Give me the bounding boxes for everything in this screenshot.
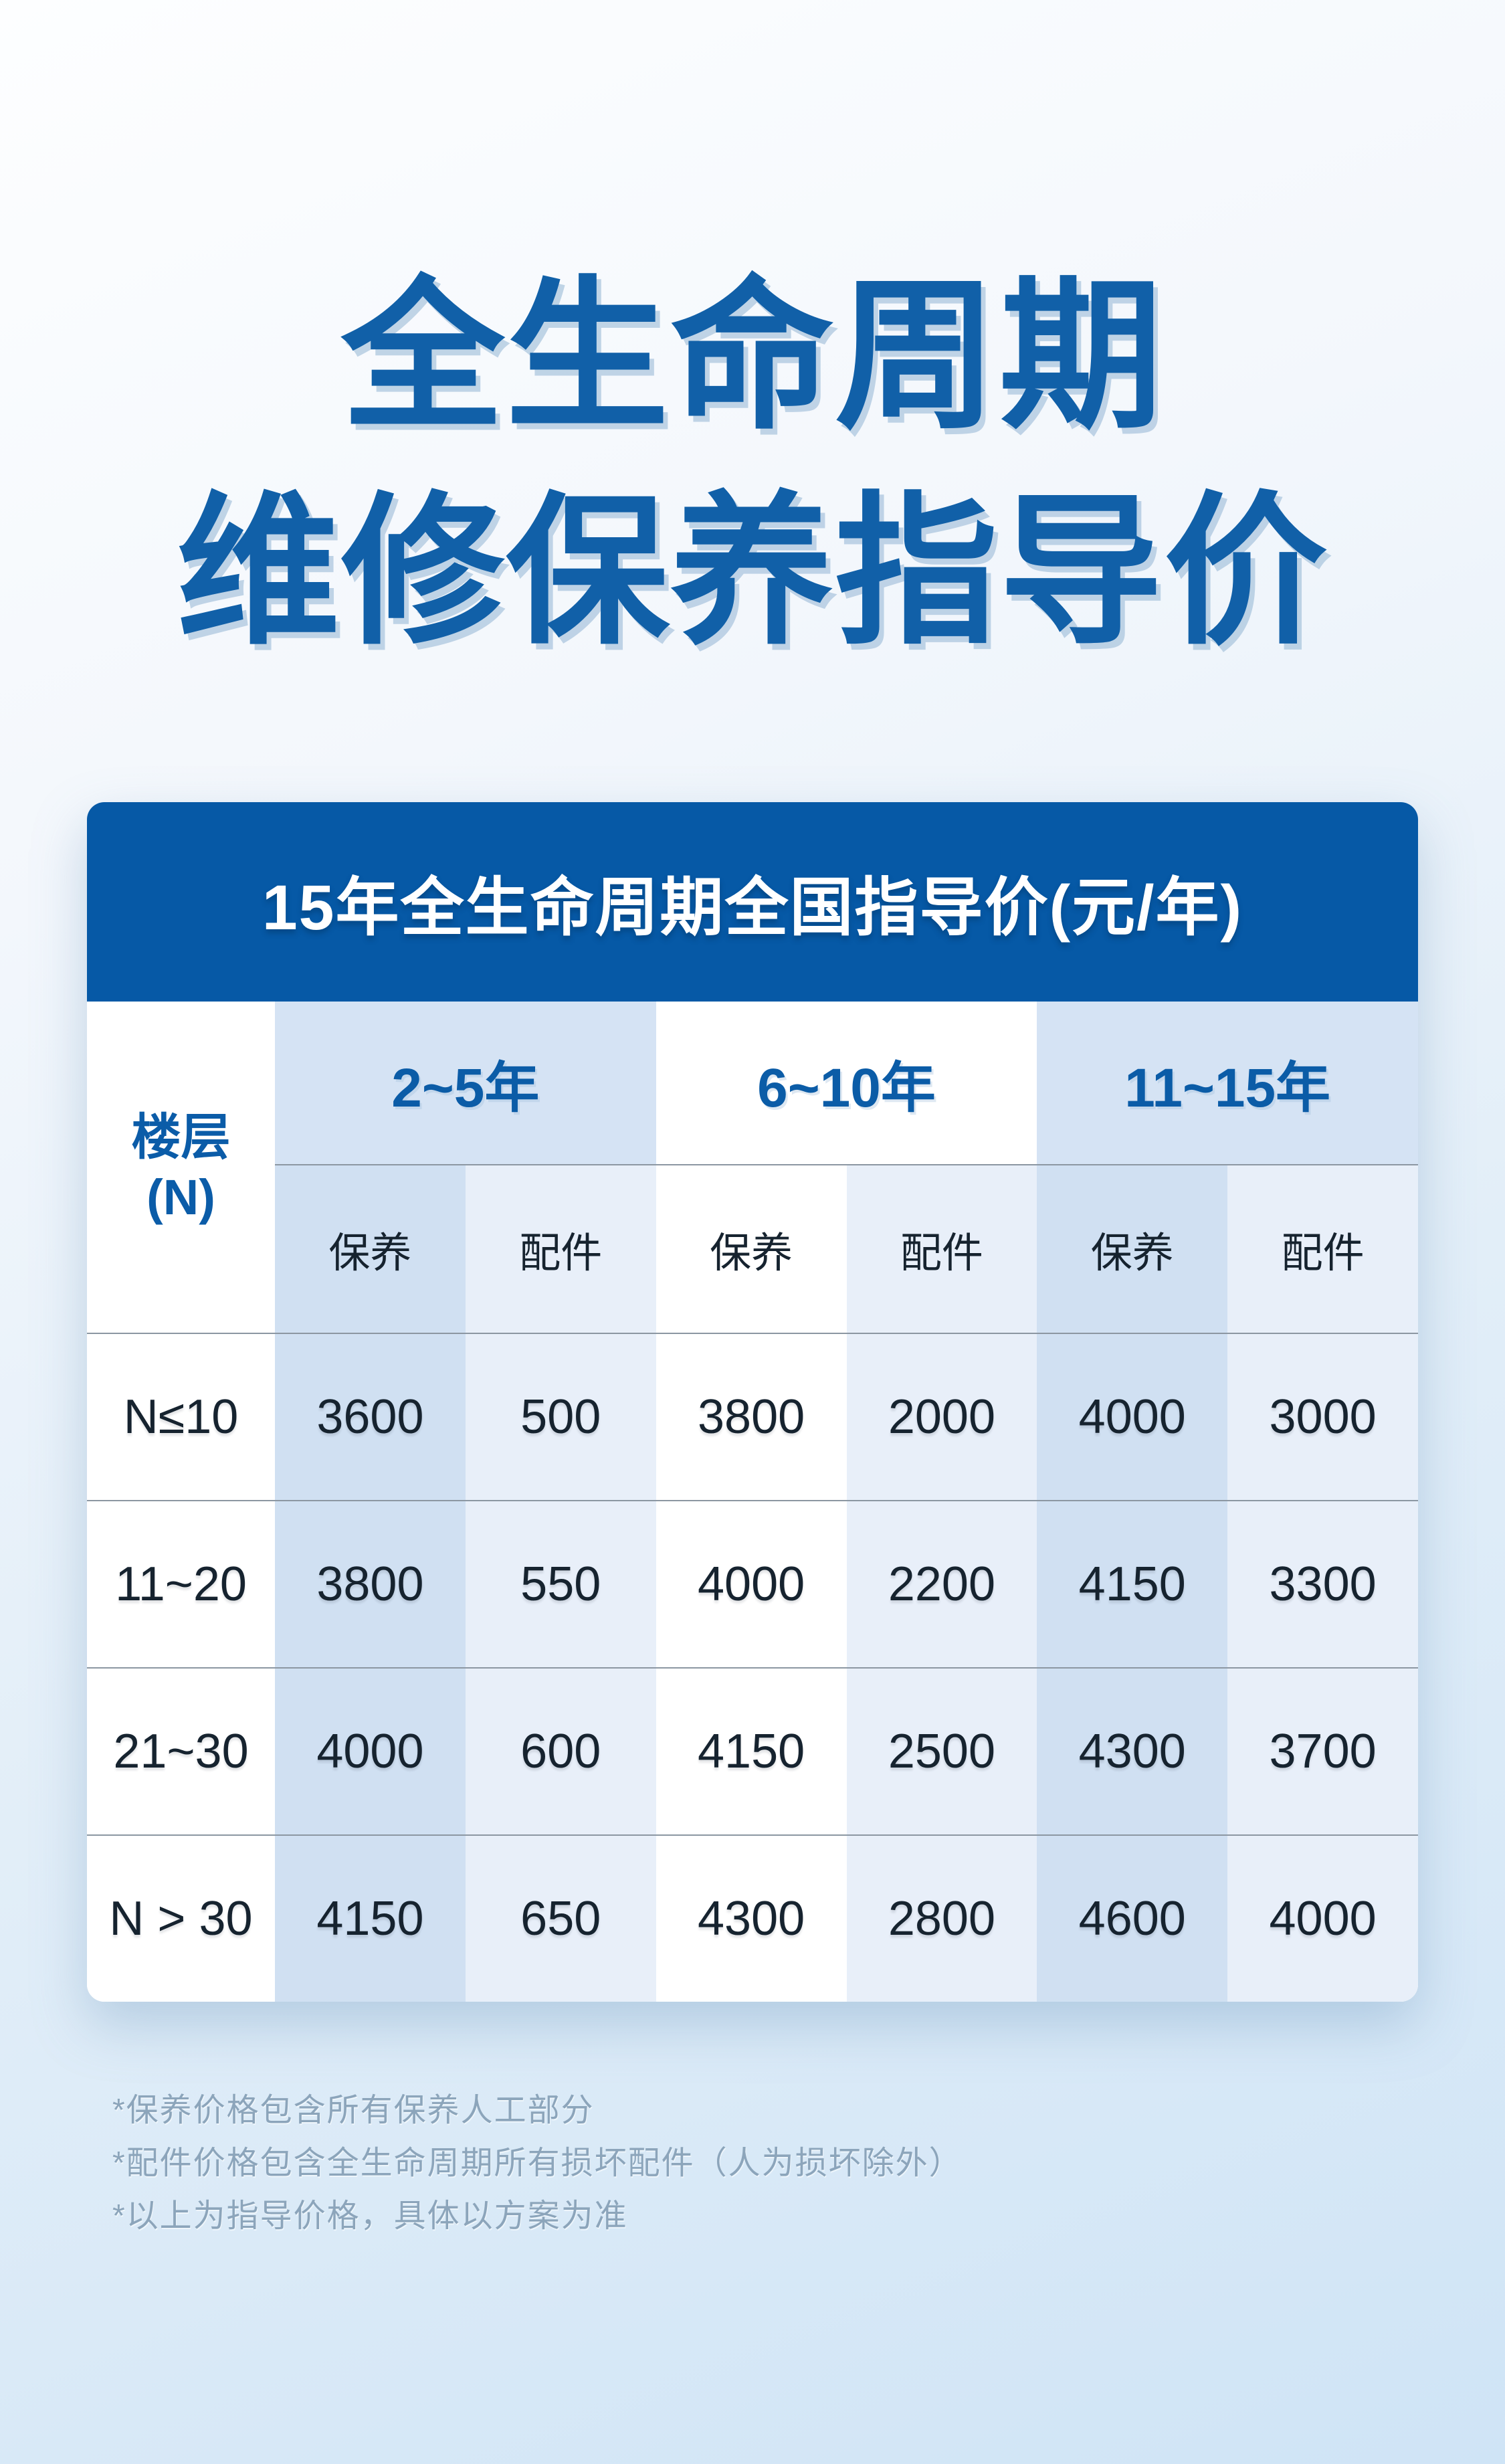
price-value: 4150 <box>1078 1557 1186 1611</box>
table-cell: 2500 <box>846 1667 1037 1834</box>
footnote-parts: *配件价格包含全生命周期所有损坏配件（人为损坏除外） <box>112 2146 963 2181</box>
table-cell: 600 <box>465 1667 656 1834</box>
price-value: 500 <box>520 1390 601 1444</box>
price-value: 4150 <box>316 1892 424 1946</box>
price-value: 4300 <box>697 1892 805 1946</box>
subheader-parts-3: 配件 <box>1227 1165 1418 1333</box>
subheader-maintenance-3: 保养 <box>1037 1165 1228 1333</box>
table-cell: 4300 <box>656 1834 847 2002</box>
price-value: 4000 <box>697 1557 805 1611</box>
price-value: 650 <box>520 1892 601 1946</box>
table-cell: 4000 <box>275 1667 466 1834</box>
col-group-11-15-years: 11~15年 <box>1037 1002 1418 1165</box>
table-cell: 4150 <box>1037 1500 1228 1667</box>
col-group-label: 6~10年 <box>757 1058 936 1119</box>
price-table: 楼层 (N) 2~5年 6~10年 11~15年 保养 配件 保养 配件 保养 … <box>87 1002 1418 2002</box>
subheader-label: 保养 <box>328 1230 412 1276</box>
table-cell: 4150 <box>275 1834 466 2002</box>
table-cell: 3800 <box>275 1500 466 1667</box>
price-value: 3000 <box>1269 1390 1377 1444</box>
card-header-title: 15年全生命周期全国指导价(元/年) <box>262 872 1243 943</box>
table-cell: 4600 <box>1037 1834 1228 2002</box>
price-value: 2200 <box>888 1557 995 1611</box>
subheader-label: 配件 <box>519 1230 603 1276</box>
subheader-parts-2: 配件 <box>846 1165 1037 1333</box>
table-cell: 4000 <box>1037 1333 1228 1500</box>
col-group-label: 2~5年 <box>391 1058 540 1119</box>
table-cell: 4300 <box>1037 1667 1228 1834</box>
price-value: 550 <box>520 1557 601 1611</box>
poster-title-line2: 维修保养指导价 <box>177 480 1328 663</box>
subheader-maintenance-1: 保养 <box>275 1165 466 1333</box>
table-cell: 2200 <box>846 1500 1037 1667</box>
subheader-label: 保养 <box>710 1230 793 1276</box>
table-cell: 4150 <box>656 1667 847 1834</box>
table-cell: 4000 <box>656 1500 847 1667</box>
price-value: 2500 <box>888 1725 995 1778</box>
subheader-parts-1: 配件 <box>465 1165 656 1333</box>
col-group-2-5-years: 2~5年 <box>275 1002 656 1165</box>
floor-header-unit: (N) <box>146 1169 215 1225</box>
price-value: 600 <box>520 1725 601 1778</box>
price-value: 4600 <box>1078 1892 1186 1946</box>
subheader-label: 保养 <box>1090 1230 1174 1276</box>
table-cell: 4000 <box>1227 1834 1418 2002</box>
floor-range: 21~30 <box>113 1725 249 1778</box>
table-cell: 3000 <box>1227 1333 1418 1500</box>
floor-header-label: 楼层 <box>131 1109 231 1165</box>
table-cell: 3700 <box>1227 1667 1418 1834</box>
price-value: 2000 <box>888 1390 995 1444</box>
table-cell: 2800 <box>846 1834 1037 2002</box>
price-value: 3800 <box>697 1390 805 1444</box>
price-card: 15年全生命周期全国指导价(元/年) 楼层 (N) 2~5年 6~10年 11~… <box>87 802 1418 2002</box>
row-floor-label: N > 30 <box>87 1834 275 2002</box>
price-value: 3600 <box>316 1390 424 1444</box>
col-group-label: 11~15年 <box>1124 1058 1331 1119</box>
col-group-6-10-years: 6~10年 <box>656 1002 1037 1165</box>
subheader-label: 配件 <box>1281 1230 1365 1276</box>
subheader-maintenance-2: 保养 <box>656 1165 847 1333</box>
table-cell: 650 <box>465 1834 656 2002</box>
row-floor-label: 11~20 <box>87 1500 275 1667</box>
table-cell: 3300 <box>1227 1500 1418 1667</box>
card-header: 15年全生命周期全国指导价(元/年) <box>87 802 1418 1002</box>
price-value: 3300 <box>1269 1557 1377 1611</box>
table-cell: 3800 <box>656 1333 847 1500</box>
price-value: 2800 <box>888 1892 995 1946</box>
table-cell: 550 <box>465 1500 656 1667</box>
row-floor-label: N≤10 <box>87 1333 275 1500</box>
table-cell: 500 <box>465 1333 656 1500</box>
price-value: 4000 <box>1269 1892 1377 1946</box>
row-floor-label: 21~30 <box>87 1667 275 1834</box>
floor-header-cell: 楼层 (N) <box>87 1002 275 1333</box>
price-value: 4150 <box>697 1725 805 1778</box>
floor-range: 11~20 <box>115 1557 247 1611</box>
floor-range: N > 30 <box>109 1892 253 1946</box>
table-cell: 3600 <box>275 1333 466 1500</box>
floor-range: N≤10 <box>123 1390 239 1444</box>
price-value: 4300 <box>1078 1725 1186 1778</box>
price-value: 4000 <box>1078 1390 1186 1444</box>
footnote-maintenance: *保养价格包含所有保养人工部分 <box>112 2093 595 2128</box>
footnotes: *保养价格包含所有保养人工部分 *配件价格包含全生命周期所有损坏配件（人为损坏除… <box>0 2084 1505 2243</box>
poster-title-line1: 全生命周期 <box>341 265 1164 448</box>
subheader-label: 配件 <box>900 1230 983 1276</box>
poster-title: 全生命周期 维修保养指导价 <box>0 0 1505 680</box>
table-cell: 2000 <box>846 1333 1037 1500</box>
footnote-disclaimer: *以上为指导价格，具体以方案为准 <box>112 2198 628 2234</box>
price-value: 3700 <box>1269 1725 1377 1778</box>
price-value: 3800 <box>316 1557 424 1611</box>
price-value: 4000 <box>316 1725 424 1778</box>
